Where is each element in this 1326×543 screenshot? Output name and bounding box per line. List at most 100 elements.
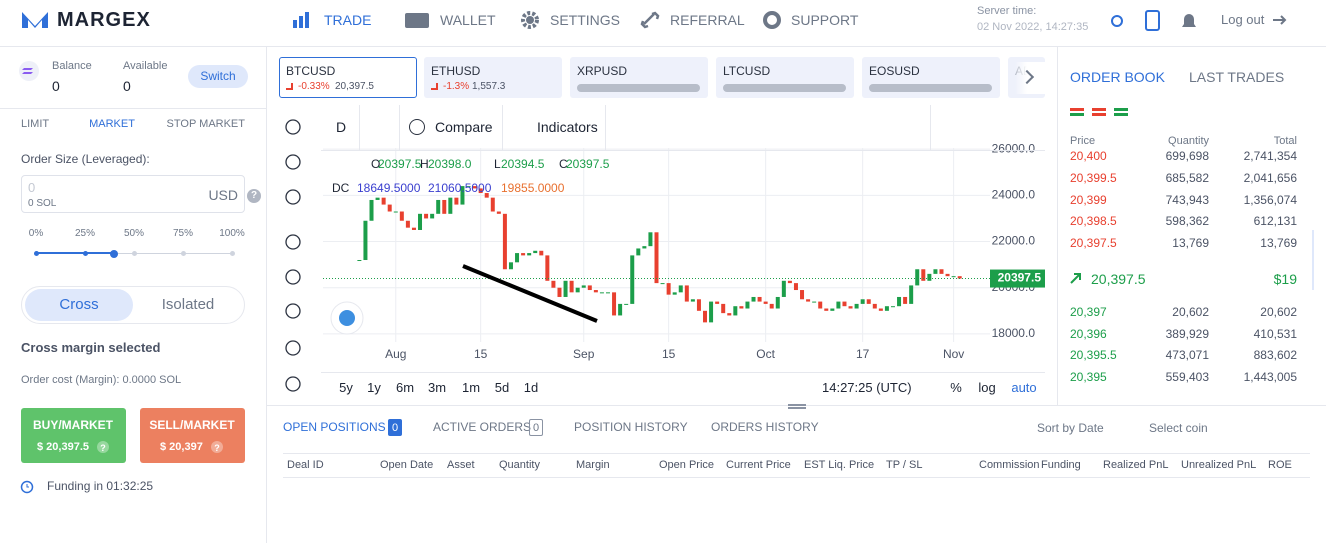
ticker-next[interactable] (1015, 62, 1045, 94)
ticker-symbol[interactable]: EOSUSD (869, 64, 920, 78)
switch-button[interactable] (188, 65, 248, 88)
log-toggle[interactable]: log (978, 380, 996, 395)
order-type-tab[interactable]: STOP MARKET (166, 118, 245, 130)
ticker-symbol[interactable]: LTCUSD (723, 64, 771, 78)
book-cell[interactable]: 598,362 (1165, 214, 1209, 228)
select-coin[interactable]: Select coin (1149, 421, 1208, 435)
candle (605, 292, 610, 294)
nav-item[interactable]: TRADE (324, 12, 372, 28)
positions-tab[interactable]: POSITION HISTORY (574, 420, 688, 434)
candle (757, 296, 762, 302)
book-cell[interactable]: 13,769 (1260, 236, 1297, 250)
sell-label[interactable]: SELL/MARKET (149, 418, 235, 432)
interval[interactable]: D (335, 119, 347, 135)
percent-toggle[interactable]: % (950, 380, 962, 395)
book-cell[interactable]: 20,399 (1070, 193, 1107, 207)
order-size-input[interactable] (21, 175, 245, 213)
book-cell[interactable]: 559,403 (1165, 370, 1209, 384)
book-cell[interactable]: 20,400 (1070, 149, 1107, 163)
positions-tab[interactable]: ORDERS HISTORY (711, 420, 819, 434)
toolbar-divider (930, 105, 931, 150)
book-cell[interactable]: 883,602 (1253, 348, 1297, 362)
cross-button[interactable] (25, 289, 133, 321)
nav-item[interactable]: SETTINGS (550, 12, 621, 28)
book-cell[interactable]: 1,356,074 (1243, 193, 1297, 207)
book-cell[interactable]: 612,131 (1253, 214, 1297, 228)
book-cell[interactable]: 473,071 (1165, 348, 1209, 362)
available: 0 (123, 78, 131, 94)
book-cell[interactable]: 20,395.5 (1070, 348, 1117, 362)
buy-price[interactable]: $ 20,397.5 (37, 441, 89, 453)
book-cell[interactable]: 20,398.5 (1070, 214, 1117, 228)
margin-mode[interactable]: Cross (59, 296, 99, 313)
slider-knob[interactable] (110, 250, 118, 258)
auto-toggle[interactable]: auto (1011, 380, 1037, 395)
y-tick-label: 18000.0 (992, 326, 1036, 340)
candle (709, 301, 714, 323)
candle (793, 283, 798, 291)
order-type-tab[interactable]: LIMIT (21, 118, 50, 130)
nav-item[interactable]: SUPPORT (791, 12, 859, 28)
range[interactable]: 5d (494, 380, 510, 395)
candle (381, 197, 386, 205)
range[interactable]: 1y (367, 380, 381, 395)
ticker-symbol[interactable]: ETHUSD (431, 64, 481, 78)
slider-label: 75% (172, 228, 194, 239)
sort[interactable]: Sort by Date (1037, 421, 1104, 435)
candle (521, 253, 526, 256)
buy-button[interactable] (21, 408, 126, 463)
book-cell[interactable]: 699,698 (1165, 149, 1209, 163)
order-size-label: Order Size (Leveraged): (21, 152, 150, 166)
ticker-symbol[interactable]: XRPUSD (577, 64, 628, 78)
nav-item[interactable]: REFERRAL (670, 12, 745, 28)
book-cell[interactable]: 20,395 (1070, 370, 1107, 384)
order-type-tab[interactable]: MARKET (89, 118, 135, 130)
book-tab[interactable]: LAST TRADES (1189, 69, 1285, 85)
compare-icon (409, 119, 425, 135)
range[interactable]: 1m (461, 380, 481, 395)
margin-mode[interactable]: Isolated (161, 296, 215, 313)
book-cell[interactable]: 20,396 (1070, 327, 1107, 341)
candle (660, 283, 665, 285)
book-cell[interactable]: 685,582 (1165, 171, 1209, 185)
book-cell[interactable]: 13,769 (1172, 236, 1209, 250)
book-cell[interactable]: 20,399.5 (1070, 171, 1117, 185)
nav-item[interactable]: WALLET (440, 12, 496, 28)
range[interactable]: 3m (427, 380, 447, 395)
resize-handle[interactable] (788, 404, 806, 409)
candle (581, 285, 586, 288)
book-cell[interactable]: 389,929 (1165, 327, 1209, 341)
indicators[interactable]: Indicators (537, 119, 598, 135)
range[interactable]: 5y (339, 380, 353, 395)
range[interactable]: 6m (395, 380, 415, 395)
down-arrow (286, 83, 293, 90)
switch-label[interactable]: Switch (200, 69, 236, 83)
positions-tab[interactable]: OPEN POSITIONS (283, 420, 386, 434)
sell-button[interactable] (140, 408, 245, 463)
compare[interactable]: Compare (435, 119, 493, 135)
book-cell[interactable]: 20,397.5 (1070, 236, 1117, 250)
book-cell[interactable]: 20,602 (1172, 305, 1209, 319)
book-cell[interactable]: 2,041,656 (1243, 171, 1297, 185)
positions-tab[interactable]: ACTIVE ORDERS (433, 420, 532, 434)
ticker-symbol[interactable]: BTCUSD (286, 64, 336, 78)
toolbar-divider (502, 105, 503, 150)
book-cell[interactable]: 743,943 (1165, 193, 1209, 207)
y-tick-label: 24000.0 (992, 188, 1036, 202)
candle (436, 199, 441, 214)
range[interactable]: 1d (523, 380, 539, 395)
logout[interactable]: Log out (1221, 12, 1265, 27)
ticker-card[interactable] (279, 57, 417, 98)
book-cell[interactable]: 20,602 (1260, 305, 1297, 319)
up-arrow (1070, 273, 1081, 284)
book-tab[interactable]: ORDER BOOK (1070, 69, 1165, 85)
slider-fill (36, 252, 114, 254)
candle (684, 285, 689, 302)
book-cell[interactable]: 1,443,005 (1243, 370, 1297, 384)
book-cell[interactable]: 2,741,354 (1243, 149, 1297, 163)
book-cell[interactable]: 20,397 (1070, 305, 1107, 319)
book-cell[interactable]: 410,531 (1253, 327, 1297, 341)
sell-price[interactable]: $ 20,397 (160, 441, 203, 453)
ticker-card[interactable] (424, 57, 562, 98)
buy-label[interactable]: BUY/MARKET (33, 418, 113, 432)
